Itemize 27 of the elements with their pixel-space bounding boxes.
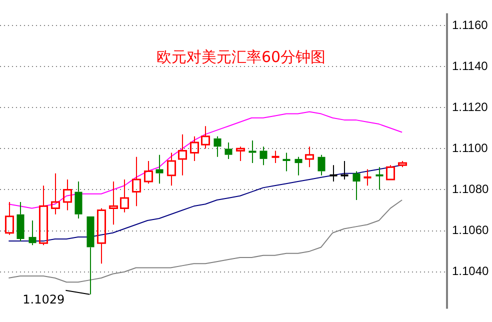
y-tick-label: 1.1120 bbox=[452, 100, 488, 114]
candlestick bbox=[376, 166, 384, 190]
candlestick bbox=[74, 181, 82, 219]
candlestick bbox=[330, 164, 338, 182]
candlestick bbox=[260, 146, 268, 166]
candlestick bbox=[248, 140, 256, 164]
candlestick bbox=[214, 136, 222, 158]
candlestick bbox=[364, 168, 372, 186]
candlestick bbox=[86, 216, 94, 295]
text: 欧元对美元汇率60分钟图 bbox=[156, 48, 326, 66]
y-tick-label: 1.1160 bbox=[452, 18, 488, 32]
candlestick bbox=[340, 160, 348, 180]
y-tick-label: 1.1040 bbox=[452, 264, 490, 278]
candlestick bbox=[318, 154, 326, 176]
candlestick bbox=[16, 202, 24, 242]
candlestick bbox=[294, 156, 302, 176]
candlestick bbox=[224, 142, 232, 160]
y-tick-label: 1.1140 bbox=[452, 58, 488, 73]
annotation: 1.1029 bbox=[22, 292, 65, 306]
y-tick-label: 1.1080 bbox=[452, 182, 490, 196]
candlestick bbox=[156, 154, 164, 184]
candlestick bbox=[28, 220, 36, 246]
y-tick-label: 1.1100 bbox=[452, 140, 488, 155]
candlestick bbox=[282, 152, 290, 172]
y-tick-label: 1.1060 bbox=[452, 223, 490, 238]
candlestick bbox=[352, 170, 360, 201]
candlestick bbox=[272, 150, 280, 164]
